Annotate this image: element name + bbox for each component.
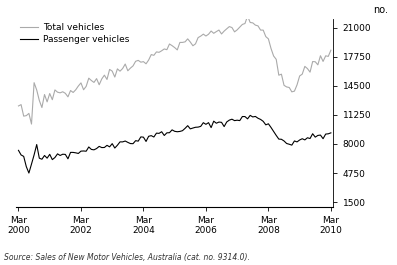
Total vehicles bbox=[214, 30, 219, 33]
Passenger vehicles bbox=[248, 114, 252, 117]
Passenger vehicles bbox=[214, 122, 219, 125]
Total vehicles bbox=[245, 15, 250, 18]
Total vehicles bbox=[313, 60, 318, 63]
Passenger vehicles bbox=[27, 171, 31, 175]
Passenger vehicles bbox=[328, 131, 333, 134]
Passenger vehicles bbox=[313, 135, 318, 139]
Total vehicles bbox=[152, 54, 156, 57]
Text: Source: Sales of New Motor Vehicles, Australia (cat. no. 9314.0).: Source: Sales of New Motor Vehicles, Aus… bbox=[4, 253, 250, 262]
Total vehicles bbox=[328, 48, 333, 52]
Passenger vehicles bbox=[152, 135, 156, 139]
Total vehicles bbox=[50, 98, 55, 101]
Y-axis label: no.: no. bbox=[374, 5, 389, 15]
Total vehicles bbox=[29, 122, 34, 126]
Total vehicles bbox=[16, 104, 21, 108]
Line: Total vehicles: Total vehicles bbox=[19, 16, 331, 124]
Total vehicles bbox=[229, 26, 234, 29]
Passenger vehicles bbox=[229, 118, 234, 121]
Legend: Total vehicles, Passenger vehicles: Total vehicles, Passenger vehicles bbox=[20, 23, 129, 44]
Total vehicles bbox=[92, 81, 96, 84]
Line: Passenger vehicles: Passenger vehicles bbox=[19, 115, 331, 173]
Passenger vehicles bbox=[50, 158, 55, 161]
Passenger vehicles bbox=[16, 149, 21, 152]
Passenger vehicles bbox=[92, 148, 96, 151]
